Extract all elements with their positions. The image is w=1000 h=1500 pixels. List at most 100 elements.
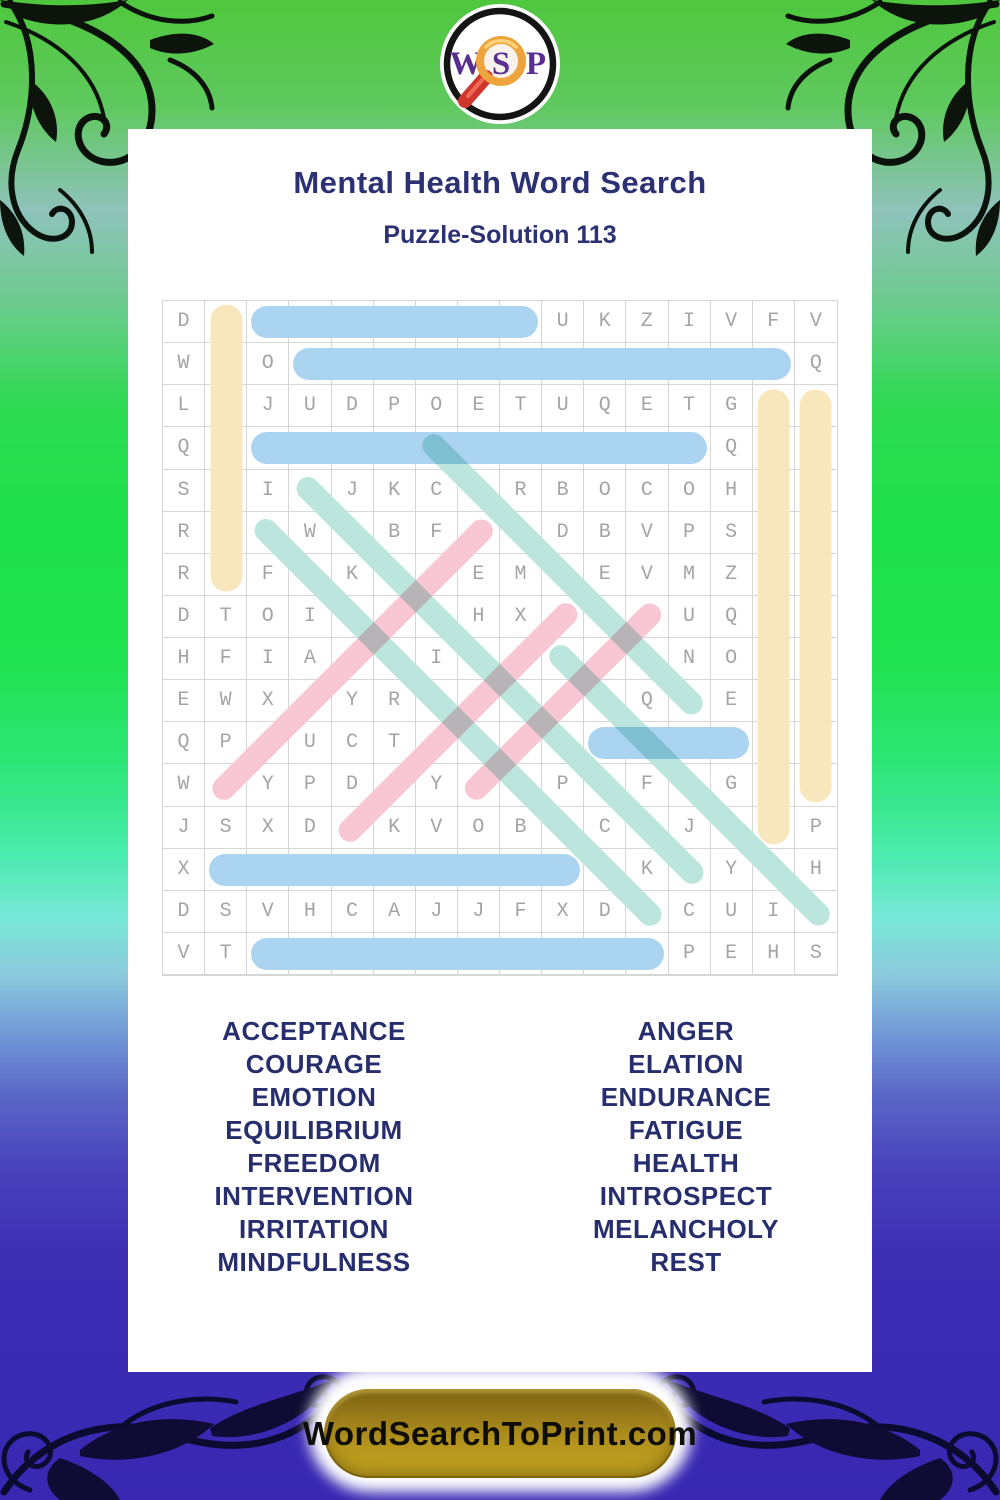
- grid-cell: F: [626, 764, 669, 807]
- grid-cell: W: [205, 680, 248, 723]
- grid-cell: Q: [163, 722, 206, 765]
- solution-highlight-irritation: [251, 937, 665, 970]
- bottom-left-flourish-decoration: [0, 1374, 345, 1500]
- grid-cell: T: [500, 385, 543, 428]
- page-title: Mental Health Word Search: [293, 165, 707, 200]
- grid-cell: P: [542, 764, 585, 807]
- grid-cell: I: [247, 469, 290, 512]
- solution-highlight-endurance: [209, 853, 581, 886]
- grid-cell: T: [373, 722, 416, 765]
- grid-cell: V: [794, 301, 837, 344]
- grid-cell: V: [626, 511, 669, 554]
- grid-cell: I: [415, 638, 458, 681]
- grid-cell: Y: [710, 848, 753, 891]
- grid-cell: X: [247, 680, 290, 723]
- grid-cell: D: [584, 890, 627, 933]
- grid-cell: O: [584, 469, 627, 512]
- grid-cell: E: [584, 553, 627, 596]
- grid-cell: U: [668, 595, 711, 638]
- grid-cell: H: [163, 638, 206, 681]
- grid-cell: H: [289, 890, 332, 933]
- word-list-item: FATIGUE: [628, 1115, 744, 1145]
- grid-cell: A: [373, 890, 416, 933]
- grid-cell: E: [626, 385, 669, 428]
- grid-cell: H: [457, 595, 500, 638]
- grid-cell: B: [584, 511, 627, 554]
- solution-highlight-melancholy: [799, 389, 832, 803]
- grid-cell: K: [373, 469, 416, 512]
- grid-cell: E: [163, 680, 206, 723]
- grid-cell: C: [331, 890, 374, 933]
- grid-cell: M: [668, 553, 711, 596]
- grid-cell: F: [247, 553, 290, 596]
- grid-cell: J: [415, 890, 458, 933]
- grid-cell: D: [542, 511, 585, 554]
- grid-cell: X: [500, 595, 543, 638]
- grid-cell: D: [163, 595, 206, 638]
- grid-cell: V: [247, 890, 290, 933]
- grid-cell: F: [415, 511, 458, 554]
- grid-cell: K: [373, 806, 416, 849]
- grid-cell: I: [668, 301, 711, 344]
- word-list-right: ANGER ELATION ENDURANCE FATIGUE HEALTH INTROS…: [500, 1015, 872, 1279]
- grid-cell: Y: [415, 764, 458, 807]
- grid-cell: F: [500, 890, 543, 933]
- wsp-logo: W S P: [438, 2, 562, 126]
- word-list-section: ACCEPTANCE COURAGE EMOTION EQUILIBRIUM FREED…: [128, 1015, 872, 1279]
- grid-cell: T: [205, 595, 248, 638]
- word-list-item: INTROSPECT: [599, 1181, 773, 1211]
- grid-cell: G: [710, 764, 753, 807]
- word-list-left: ACCEPTANCE COURAGE EMOTION EQUILIBRIUM FREED…: [128, 1015, 500, 1279]
- grid-cell: O: [247, 595, 290, 638]
- grid-cell: O: [247, 343, 290, 386]
- grid-cell: Q: [163, 427, 206, 470]
- grid-cell: J: [163, 806, 206, 849]
- grid-cell: W: [163, 343, 206, 386]
- grid-cell: P: [668, 511, 711, 554]
- grid-cell: K: [626, 848, 669, 891]
- grid-cell: O: [710, 638, 753, 681]
- word-list-item: EQUILIBRIUM: [225, 1115, 403, 1145]
- grid-cell: W: [163, 764, 206, 807]
- website-button[interactable]: WordSearchToPrint.com: [303, 1389, 697, 1478]
- grid-cell: I: [289, 595, 332, 638]
- grid-cell: H: [710, 469, 753, 512]
- solution-highlight-mindfulness: [251, 432, 707, 465]
- word-list-item: FREEDOM: [247, 1148, 381, 1178]
- grid-cell: R: [163, 553, 206, 596]
- grid-cell: V: [710, 301, 753, 344]
- grid-cell: J: [247, 385, 290, 428]
- word-list-item: MINDFULNESS: [217, 1247, 411, 1277]
- grid-cell: X: [163, 848, 206, 891]
- grid-cell: Q: [710, 427, 753, 470]
- grid-cell: Q: [710, 595, 753, 638]
- word-list-item: MELANCHOLY: [592, 1214, 780, 1244]
- grid-cell: F: [752, 301, 795, 344]
- page-subtitle: Puzzle-Solution 113: [383, 221, 617, 249]
- grid-cell: R: [500, 469, 543, 512]
- grid-cell: R: [163, 511, 206, 554]
- solution-highlight-equilibrium: [757, 389, 790, 845]
- grid-cell: U: [289, 385, 332, 428]
- grid-cell: K: [584, 301, 627, 344]
- grid-cell: C: [415, 469, 458, 512]
- grid-cell: H: [794, 849, 837, 891]
- grid-cell: D: [331, 764, 374, 807]
- logo-letter-s: S: [492, 46, 510, 82]
- grid-cell: E: [710, 680, 753, 723]
- grid-cell: S: [710, 511, 753, 554]
- grid-cell: R: [373, 680, 416, 723]
- grid-cell: D: [163, 301, 206, 344]
- magnifier-lens: [480, 40, 522, 82]
- word-list-item: INTERVENTION: [214, 1181, 414, 1211]
- grid-cell: P: [205, 722, 248, 765]
- grid-cell: B: [542, 469, 585, 512]
- grid-cell: P: [668, 932, 711, 975]
- grid-cell: Y: [247, 764, 290, 807]
- grid-cell: H: [752, 932, 795, 975]
- grid-cell: U: [289, 722, 332, 765]
- grid-cell: D: [289, 806, 332, 849]
- website-button-label: WordSearchToPrint.com: [302, 1414, 698, 1452]
- grid-cell: C: [668, 890, 711, 933]
- grid-cell: F: [205, 638, 248, 681]
